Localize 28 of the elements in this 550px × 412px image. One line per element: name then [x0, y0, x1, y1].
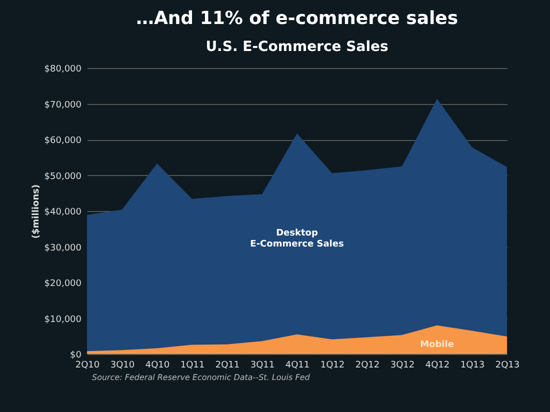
- x-tick-label: 2Q12: [355, 360, 380, 370]
- series-label: Mobile: [420, 340, 454, 350]
- x-tick-label: 3Q10: [110, 360, 135, 370]
- x-tick-label: 1Q13: [460, 360, 485, 370]
- y-tick-label: $60,000: [44, 136, 82, 146]
- y-tick-label: $80,000: [44, 64, 82, 74]
- y-axis-title: ($millions): [31, 184, 42, 239]
- x-tick-label: 1Q11: [180, 360, 205, 370]
- y-tick-label: $10,000: [44, 314, 82, 325]
- y-tick-label: $70,000: [44, 100, 82, 110]
- y-tick-label: $50,000: [44, 172, 82, 182]
- chart-subtitle: U.S. E-Commerce Sales: [206, 39, 388, 55]
- y-tick-label: $30,000: [44, 243, 82, 254]
- x-tick-label: 3Q11: [250, 360, 275, 370]
- x-tick-label: 2Q11: [215, 360, 240, 370]
- chart-title: …And 11% of e-commerce sales: [136, 8, 458, 29]
- x-tick-label: 4Q10: [145, 360, 170, 370]
- x-tick-label: 2Q13: [495, 360, 520, 370]
- x-tick-label: 4Q11: [285, 360, 310, 370]
- x-tick-label: 2Q10: [75, 360, 100, 370]
- x-tick-label: 1Q12: [320, 360, 345, 370]
- source-note: Source: Federal Reserve Economic Data--St. Louis Fed: [92, 373, 311, 382]
- series-label: Desktop E-Commerce Sales: [250, 228, 344, 250]
- y-tick-label: $0: [70, 350, 82, 360]
- y-tick-label: $20,000: [44, 279, 82, 289]
- y-tick-label: $40,000: [44, 208, 82, 218]
- x-tick-label: 3Q12: [390, 360, 415, 370]
- x-tick-label: 4Q12: [425, 360, 450, 370]
